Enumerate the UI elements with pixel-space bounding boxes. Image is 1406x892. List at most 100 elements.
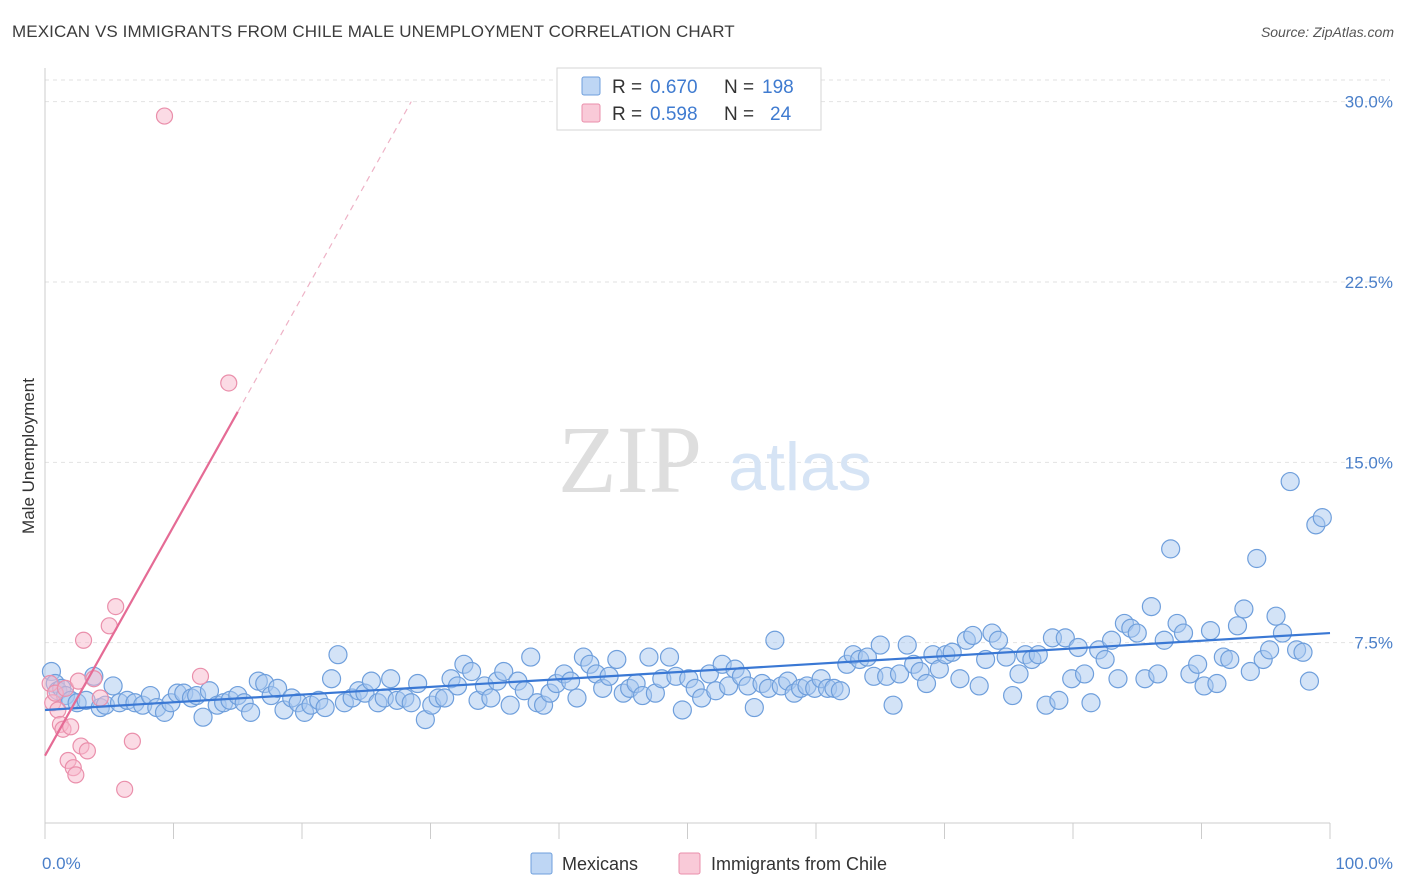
mexicans-point-146 [1003,685,1023,706]
watermark-zip: ZIP [558,406,702,513]
mexicans-point-44 [328,645,348,665]
mexicans-point-162 [1108,669,1128,689]
mexicans-point-52 [381,669,401,689]
series-legend-swatch-mexicans [530,852,553,875]
series-legend-swatch-chile [678,852,701,875]
legend-swatch-chile [581,103,601,123]
legend-n-label-2: N = [724,104,754,125]
mexicans-point-42 [315,697,335,718]
series-legend: Mexicans Immigrants from Chile [530,852,887,875]
chile-point-13 [74,631,93,649]
mexicans-point-64 [462,661,482,682]
mexicans-point-154 [1055,628,1075,648]
mexicans-point-107 [744,697,764,718]
mexicans-point-110 [765,630,785,650]
x-tick-label-1: 100.0% [1335,854,1393,873]
mexicans-point-56 [408,673,428,694]
mexicans-point-153 [1049,690,1069,710]
mexicans-point-43 [321,669,342,689]
mexicans-point-144 [988,630,1009,650]
axes [44,68,1331,839]
source-credit: Source: ZipAtlas.com [1260,24,1394,40]
mexicans-point-31 [241,702,261,722]
mexicans-point-186 [1266,606,1286,626]
chile-points [41,107,238,798]
mexicans-point-86 [607,649,627,670]
mexicans-point-188 [1280,471,1300,492]
mexicans-point-91 [639,647,659,667]
legend-r-value-1: 0.670 [650,77,698,98]
trend-lines [44,101,1331,757]
mexicans-point-67 [481,688,501,708]
mexicans-trend-line [44,631,1331,712]
x-tick-labels: 0.0% 100.0% [42,854,1393,873]
mexicans-point-160 [1095,649,1115,670]
mexicans-point-168 [1148,664,1168,684]
y-tick-label-1: 15.0% [1345,453,1393,472]
mexicans-point-130 [897,635,917,655]
mexicans-point-165 [1127,623,1147,643]
chile-point-14 [78,742,97,760]
mexicans-point-55 [401,693,421,713]
mexicans-point-179 [1220,649,1240,670]
legend-n-label-1: N = [724,77,754,98]
legend-r-label-1: R = [612,77,642,98]
mexicans-point-177 [1207,673,1227,694]
y-tick-label-3: 30.0% [1345,93,1393,112]
mexicans-point-94 [659,647,680,667]
mexicans-point-157 [1074,664,1095,684]
chile-point-10 [67,766,85,784]
y-tick-label-0: 7.5% [1354,634,1393,653]
chile-point-16 [91,689,109,707]
mexicans-point-35 [267,678,288,698]
mexicans-point-128 [883,695,903,715]
watermark: ZIP atlas [558,406,872,513]
mexicans-point-120 [830,681,851,701]
chile-point-8 [62,718,80,736]
mexicans-point-137 [942,642,962,662]
watermark-atlas: atlas [728,429,872,505]
series-legend-label-chile: Immigrants from Chile [711,854,887,874]
chile-trend-line [44,411,239,757]
grid-lines [45,79,1390,644]
chile-trend-extension [237,101,412,413]
mexicans-point-70 [500,695,520,715]
mexicans-point-24 [193,707,213,727]
stats-legend-box [556,67,822,131]
mexicans-point-141 [969,676,989,696]
legend-n-value-2: 24 [770,104,792,125]
mexicans-point-150 [1028,645,1048,665]
stats-legend: R = 0.670 N = 198 R = 0.598 N = 24 [556,67,822,131]
mexicans-point-183 [1247,548,1267,569]
mexicans-point-170 [1161,539,1181,559]
chile-point-23 [220,374,238,392]
mexicans-point-11 [103,676,123,696]
legend-r-value-2: 0.598 [650,104,698,125]
legend-swatch-mexicans [581,76,601,96]
mexicans-point-129 [889,664,910,684]
chile-point-19 [116,780,134,798]
mexicans-point-185 [1260,640,1280,660]
mexicans-point-181 [1234,599,1254,619]
mexicans-point-190 [1293,642,1313,662]
chile-point-18 [107,597,125,616]
mexicans-point-126 [870,635,890,655]
mexicans-point-174 [1188,654,1208,674]
mexicans-point-140 [963,625,983,646]
mexicans-point-103 [719,676,739,696]
chile-point-20 [123,732,141,750]
y-axis-label: Male Unemployment [19,378,38,534]
mexicans-point-182 [1240,661,1260,682]
mexicans-point-167 [1141,596,1161,617]
mexicans-point-147 [1009,664,1029,684]
mexicans-point-79 [560,671,581,691]
mexicans-point-96 [672,700,692,720]
mexicans-point-191 [1299,671,1320,691]
y-tick-label-2: 22.5% [1345,273,1393,292]
chile-point-6 [56,679,75,697]
mexicans-point-169 [1154,630,1174,650]
mexicans-point-172 [1173,623,1194,643]
mexicans-point-49 [361,671,381,691]
mexicans-point-69 [494,661,514,682]
